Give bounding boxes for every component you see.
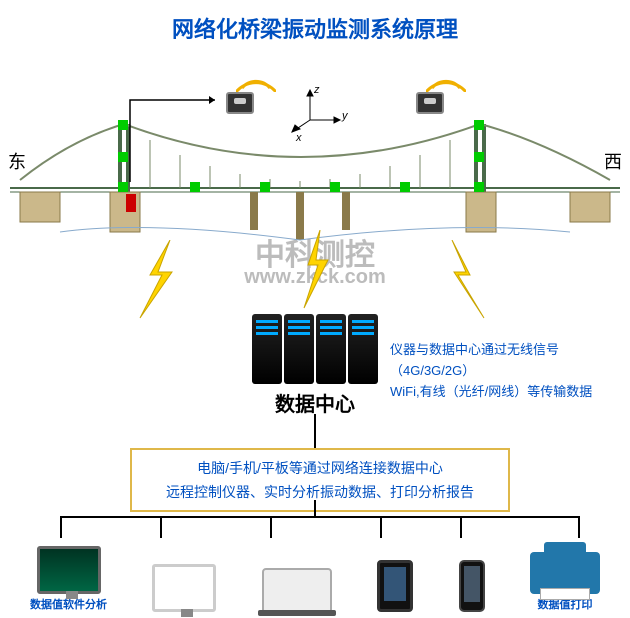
client-line1: 电脑/手机/平板等通过网络连接数据中心 bbox=[144, 458, 496, 478]
device-laptop bbox=[262, 568, 332, 612]
bridge-diagram: z y x bbox=[0, 60, 630, 240]
sensor-node bbox=[118, 152, 128, 162]
server-icon bbox=[284, 314, 314, 384]
printer-icon bbox=[530, 552, 600, 594]
transmission-line1: 仪器与数据中心通过无线信号（4G/3G/2G） bbox=[390, 340, 620, 382]
marker bbox=[126, 194, 136, 212]
lightning-icon bbox=[440, 240, 500, 320]
signal-waves-icon bbox=[236, 62, 276, 92]
lightning-icon bbox=[130, 240, 190, 320]
axis-y: y bbox=[342, 110, 348, 122]
sensor-node bbox=[330, 182, 340, 192]
server-icon bbox=[252, 314, 282, 384]
lightning-icon bbox=[290, 230, 350, 310]
signal-waves-icon bbox=[426, 62, 466, 92]
phone-icon bbox=[459, 560, 485, 612]
sensor-node bbox=[474, 152, 484, 162]
title-text: 网络化桥梁振动监测系统原理 bbox=[172, 17, 458, 42]
datacenter-icon bbox=[245, 314, 385, 394]
laptop-icon bbox=[262, 568, 332, 612]
device-printer: 数据值打印 bbox=[530, 552, 600, 612]
axis-x: x bbox=[296, 132, 302, 144]
connector-line bbox=[380, 516, 382, 538]
device-imac bbox=[152, 564, 216, 612]
device-phone bbox=[459, 560, 485, 612]
devices-row: 数据值软件分析 数据值打印 bbox=[30, 540, 600, 612]
sensor-node bbox=[400, 182, 410, 192]
tablet-icon bbox=[377, 560, 413, 612]
wireless-sensor-icon bbox=[416, 92, 444, 114]
sensor-node bbox=[260, 182, 270, 192]
axis-z: z bbox=[314, 84, 320, 96]
monitor-icon bbox=[37, 546, 101, 594]
page-title: 网络化桥梁振动监测系统原理 bbox=[0, 12, 630, 44]
transmission-description: 仪器与数据中心通过无线信号（4G/3G/2G） WiFi,有线（光纤/网线）等传… bbox=[390, 340, 620, 402]
sensor-node bbox=[474, 182, 484, 192]
connector-line bbox=[314, 500, 316, 516]
server-icon bbox=[348, 314, 378, 384]
connector-line bbox=[60, 516, 580, 518]
device-analysis-pc: 数据值软件分析 bbox=[30, 546, 107, 612]
sensor-node bbox=[118, 120, 128, 130]
connector-line bbox=[60, 516, 62, 538]
datacenter-label: 数据中心 bbox=[250, 388, 380, 417]
connector-line bbox=[314, 414, 316, 448]
transmission-line2: WiFi,有线（光纤/网线）等传输数据 bbox=[390, 382, 620, 403]
connector-line bbox=[270, 516, 272, 538]
sensor-node bbox=[474, 120, 484, 130]
client-line2: 远程控制仪器、实时分析振动数据、打印分析报告 bbox=[144, 482, 496, 502]
client-description-box: 电脑/手机/平板等通过网络连接数据中心 远程控制仪器、实时分析振动数据、打印分析… bbox=[130, 448, 510, 512]
device-tablet bbox=[377, 560, 413, 612]
server-icon bbox=[316, 314, 346, 384]
monitor-icon bbox=[152, 564, 216, 612]
wireless-sensor-icon bbox=[226, 92, 254, 114]
sensor-node bbox=[190, 182, 200, 192]
connector-line bbox=[160, 516, 162, 538]
connector-line bbox=[578, 516, 580, 538]
sensor-node bbox=[118, 182, 128, 192]
connector-line bbox=[460, 516, 462, 538]
